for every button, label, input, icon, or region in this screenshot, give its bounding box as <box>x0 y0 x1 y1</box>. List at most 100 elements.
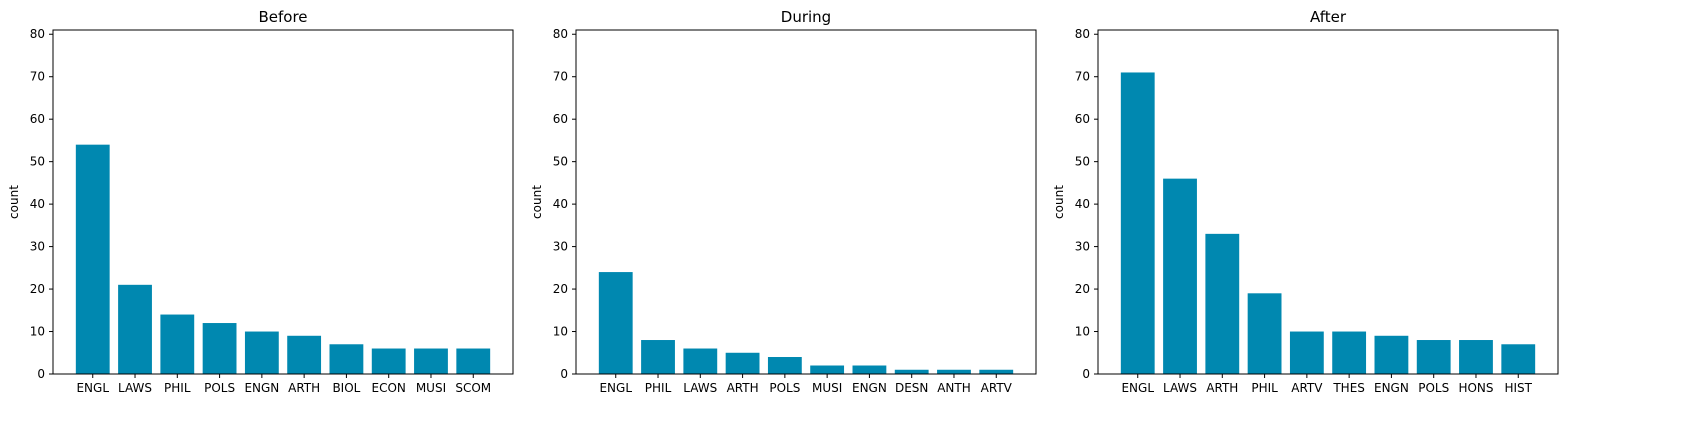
plot-frame <box>575 29 1037 375</box>
bar-artv <box>979 369 1014 374</box>
bar-engl <box>75 144 110 374</box>
bar-musi <box>810 365 845 374</box>
x-tick-label-engn: ENGN <box>244 381 279 395</box>
bar-phil <box>160 314 195 374</box>
x-tick-label-hist: HIST <box>1504 381 1532 395</box>
bar-hons <box>1459 340 1493 374</box>
x-tick-label-arth: ARTH <box>288 381 320 395</box>
y-tick-label: 80 <box>553 27 568 41</box>
bar-engn <box>244 331 279 374</box>
y-tick-label: 80 <box>30 27 45 41</box>
bar-thes <box>1332 331 1367 374</box>
y-tick-label: 60 <box>30 112 45 126</box>
x-tick-label-laws: LAWS <box>683 381 717 395</box>
bar-artv <box>1289 331 1324 374</box>
bar-laws <box>118 284 152 374</box>
chart-panel-during: 0 10 20 30 40 50 60 70 80 ENGL PHIL LAWS ARTH POLS MUS… <box>530 8 1037 395</box>
x-tick-label-desn: DESN <box>895 381 928 395</box>
x-tick-label-thes: THES <box>1332 381 1365 395</box>
y-tick-label: 70 <box>1075 70 1090 84</box>
x-tick-label-engn: ENGN <box>852 381 887 395</box>
bar-arth <box>287 335 322 374</box>
y-tick-label: 80 <box>1075 27 1090 41</box>
x-tick-label-engl: ENGL <box>76 381 109 395</box>
x-tick-label-musi: MUSI <box>812 381 842 395</box>
x-tick-label-phil: PHIL <box>164 381 191 395</box>
y-axis-label: count <box>1052 185 1066 219</box>
y-tick-label: 40 <box>553 197 568 211</box>
y-tick-label: 0 <box>1082 367 1090 381</box>
bar-engn <box>852 365 887 374</box>
bar-musi <box>414 348 448 374</box>
plot-frame <box>1097 29 1559 375</box>
bar-laws <box>1163 178 1197 374</box>
x-tick-label-musi: MUSI <box>416 381 446 395</box>
x-tick-label-pols: POLS <box>769 381 800 395</box>
y-tick-label: 40 <box>30 197 45 211</box>
bar-engl <box>1120 72 1155 374</box>
x-tick-label-anth: ANTH <box>937 381 971 395</box>
bar-econ <box>371 348 406 374</box>
x-tick-label-laws: LAWS <box>1163 381 1197 395</box>
y-tick-label: 10 <box>1075 325 1090 339</box>
bar-biol <box>329 344 364 374</box>
y-tick-label: 10 <box>30 325 45 339</box>
bar-scom <box>456 348 491 374</box>
y-tick-label: 60 <box>1075 112 1090 126</box>
x-tick-label-phil: PHIL <box>645 381 672 395</box>
x-tick-label-econ: ECON <box>372 381 406 395</box>
y-axis-label: count <box>530 185 544 219</box>
y-tick-label: 30 <box>553 240 568 254</box>
x-tick-label-hons: HONS <box>1458 381 1493 395</box>
y-tick-label: 10 <box>553 325 568 339</box>
bar-hist <box>1501 344 1536 374</box>
chart-title: During <box>781 8 831 26</box>
chart-title: After <box>1310 8 1347 26</box>
y-tick-label: 60 <box>553 112 568 126</box>
x-tick-label-artv: ARTV <box>1291 381 1323 395</box>
x-tick-label-biol: BIOL <box>332 381 360 395</box>
y-tick-label: 50 <box>553 155 568 169</box>
bar-phil <box>1247 293 1282 374</box>
bar-pols <box>1416 340 1451 374</box>
y-tick-label: 50 <box>30 155 45 169</box>
x-tick-label-engl: ENGL <box>599 381 632 395</box>
x-tick-label-arth: ARTH <box>727 381 759 395</box>
x-tick-label-engn: ENGN <box>1374 381 1409 395</box>
x-tick-label-pols: POLS <box>204 381 235 395</box>
bar-laws <box>683 348 718 374</box>
y-tick-label: 20 <box>553 282 568 296</box>
y-tick-label: 40 <box>1075 197 1090 211</box>
plot-frame <box>52 29 514 375</box>
chart-panel-before: 0 10 20 30 40 50 60 70 80 ENGL LAWS PHIL POLS ENGN ART… <box>7 8 514 395</box>
y-tick-label: 30 <box>30 240 45 254</box>
x-tick-label-artv: ARTV <box>981 381 1013 395</box>
x-tick-label-pols: POLS <box>1418 381 1449 395</box>
chart-title: Before <box>258 8 307 26</box>
x-tick-label-scom: SCOM <box>455 381 491 395</box>
y-tick-label: 70 <box>553 70 568 84</box>
x-tick-label-arth: ARTH <box>1206 381 1238 395</box>
y-tick-label: 0 <box>560 367 568 381</box>
bar-anth <box>937 369 971 374</box>
bar-engn <box>1374 335 1409 374</box>
bar-engl <box>598 272 633 374</box>
x-tick-label-phil: PHIL <box>1251 381 1278 395</box>
chart-panel-after: 0 10 20 30 40 50 60 70 80 ENGL LAWS ARTH PHIL ARTV THE… <box>1052 8 1559 395</box>
bar-arth <box>725 352 760 374</box>
bar-desn <box>894 369 929 374</box>
x-tick-label-engl: ENGL <box>1121 381 1154 395</box>
y-axis-label: count <box>7 185 21 219</box>
y-tick-label: 30 <box>1075 240 1090 254</box>
x-tick-label-laws: LAWS <box>118 381 152 395</box>
y-tick-label: 20 <box>1075 282 1090 296</box>
y-tick-label: 0 <box>37 367 45 381</box>
bar-pols <box>202 323 237 374</box>
bar-arth <box>1205 233 1240 374</box>
y-tick-label: 50 <box>1075 155 1090 169</box>
bar-pols <box>767 357 802 374</box>
y-tick-label: 70 <box>30 70 45 84</box>
bar-phil <box>641 340 675 374</box>
y-tick-label: 20 <box>30 282 45 296</box>
